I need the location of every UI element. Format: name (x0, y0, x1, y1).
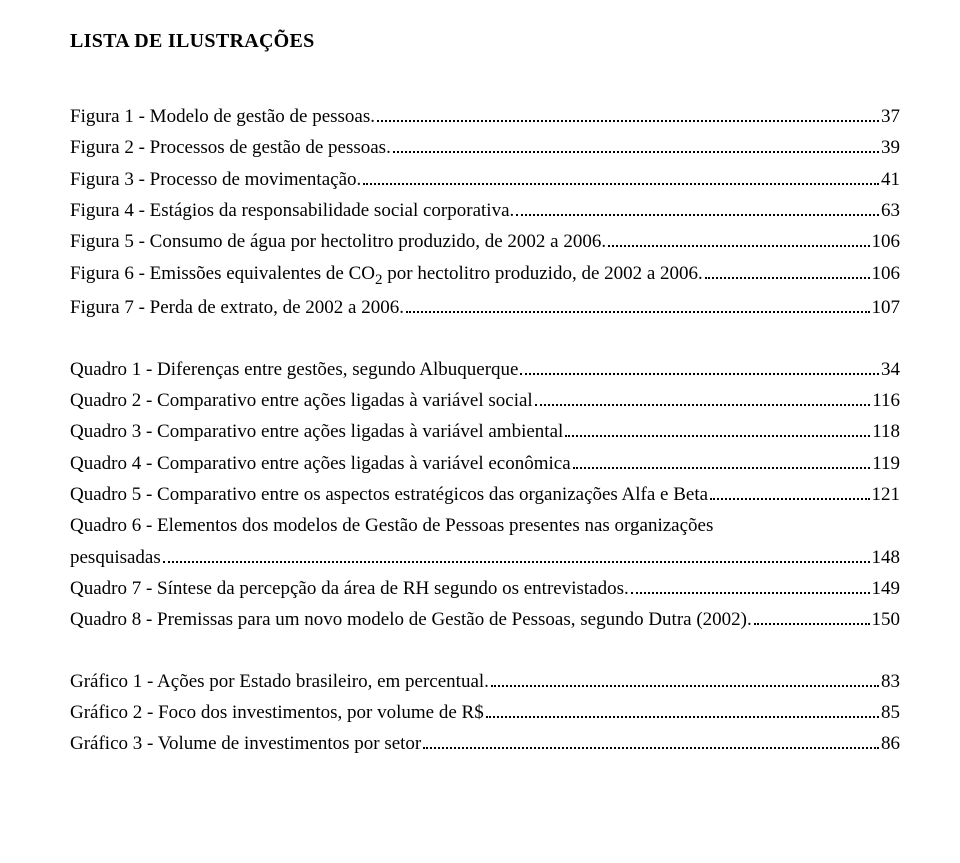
leader-dots (423, 747, 879, 749)
toc-label: Quadro 8 - Premissas para um novo modelo… (70, 604, 752, 635)
toc-page: 83 (881, 666, 900, 697)
toc-label: Gráfico 1 - Ações por Estado brasileiro,… (70, 666, 489, 697)
leader-dots (754, 623, 870, 625)
toc-label: Quadro 3 - Comparativo entre ações ligad… (70, 416, 563, 447)
toc-label-line1: Quadro 6 - Elementos dos modelos de Gest… (70, 510, 900, 541)
leader-dots (520, 373, 879, 375)
toc-entry: Gráfico 1 - Ações por Estado brasileiro,… (70, 666, 900, 697)
toc-entry: Quadro 3 - Comparativo entre ações ligad… (70, 416, 900, 447)
toc-label: Quadro 7 - Síntese da percepção da área … (70, 573, 629, 604)
toc-page: 119 (872, 448, 900, 479)
toc-entry: Figura 6 - Emissões equivalentes de CO2 … (70, 258, 900, 293)
toc-entry: Quadro 1 - Diferenças entre gestões, seg… (70, 354, 900, 385)
section-gap (70, 324, 900, 354)
toc-entry: Figura 7 - Perda de extrato, de 2002 a 2… (70, 292, 900, 323)
toc-label: Figura 6 - Emissões equivalentes de CO2 … (70, 258, 703, 293)
toc-page: 106 (872, 226, 901, 257)
leader-dots (363, 183, 879, 185)
toc-page: 118 (872, 416, 900, 447)
toc-page: 39 (881, 132, 900, 163)
toc-page: 85 (881, 697, 900, 728)
toc-entry: Quadro 2 - Comparativo entre ações ligad… (70, 385, 900, 416)
toc-page: 116 (872, 385, 900, 416)
toc-page: 34 (881, 354, 900, 385)
leader-dots (516, 214, 879, 216)
toc-entry: Quadro 5 - Comparativo entre os aspectos… (70, 479, 900, 510)
leader-dots (535, 404, 871, 406)
toc-label: Figura 1 - Modelo de gestão de pessoas. (70, 101, 375, 132)
toc-label: Quadro 4 - Comparativo entre ações ligad… (70, 448, 571, 479)
leader-dots (631, 592, 870, 594)
page-container: LISTA DE ILUSTRAÇÕES Figura 1 - Modelo d… (0, 0, 960, 790)
toc-page: 106 (872, 258, 901, 289)
leader-dots (406, 311, 870, 313)
leader-dots (608, 245, 869, 247)
toc-page: 63 (881, 195, 900, 226)
leader-dots (565, 435, 870, 437)
toc-page: 148 (872, 542, 901, 573)
toc-page: 86 (881, 728, 900, 759)
leader-dots (163, 561, 870, 563)
leader-dots (705, 277, 870, 279)
leader-dots (710, 498, 869, 500)
toc-entry: Figura 5 - Consumo de água por hectolitr… (70, 226, 900, 257)
toc-label: Quadro 5 - Comparativo entre os aspectos… (70, 479, 708, 510)
toc-entry: Figura 3 - Processo de movimentação. 41 (70, 164, 900, 195)
toc-label-line2: pesquisadas (70, 542, 161, 573)
toc-entry: Figura 4 - Estágios da responsabilidade … (70, 195, 900, 226)
toc-entry: Quadro 4 - Comparativo entre ações ligad… (70, 448, 900, 479)
toc-page: 149 (872, 573, 901, 604)
leader-dots (573, 467, 871, 469)
toc-page: 41 (881, 164, 900, 195)
toc-entry: Quadro 7 - Síntese da percepção da área … (70, 573, 900, 604)
toc-entry: Figura 1 - Modelo de gestão de pessoas. … (70, 101, 900, 132)
toc-entry: Figura 2 - Processos de gestão de pessoa… (70, 132, 900, 163)
toc-entry: Quadro 8 - Premissas para um novo modelo… (70, 604, 900, 635)
leader-dots (377, 120, 879, 122)
toc-label: Gráfico 2 - Foco dos investimentos, por … (70, 697, 484, 728)
toc-entry: Gráfico 3 - Volume de investimentos por … (70, 728, 900, 759)
toc-label: Quadro 2 - Comparativo entre ações ligad… (70, 385, 533, 416)
toc-label: Figura 5 - Consumo de água por hectolitr… (70, 226, 606, 257)
toc-label: Figura 4 - Estágios da responsabilidade … (70, 195, 514, 226)
leader-dots (393, 151, 879, 153)
toc-label: Figura 7 - Perda de extrato, de 2002 a 2… (70, 292, 404, 323)
leader-dots (486, 716, 879, 718)
toc-label: Gráfico 3 - Volume de investimentos por … (70, 728, 421, 759)
toc-page: 150 (872, 604, 901, 635)
page-title: LISTA DE ILUSTRAÇÕES (70, 30, 900, 53)
toc-label: Figura 3 - Processo de movimentação. (70, 164, 361, 195)
toc-page: 37 (881, 101, 900, 132)
toc-page: 121 (872, 479, 901, 510)
graficos-section: Gráfico 1 - Ações por Estado brasileiro,… (70, 666, 900, 760)
figuras-section: Figura 1 - Modelo de gestão de pessoas. … (70, 101, 900, 324)
toc-label: Quadro 1 - Diferenças entre gestões, seg… (70, 354, 518, 385)
quadros-section: Quadro 1 - Diferenças entre gestões, seg… (70, 354, 900, 636)
toc-page: 107 (872, 292, 901, 323)
toc-entry-wrapped: Quadro 6 - Elementos dos modelos de Gest… (70, 510, 900, 573)
leader-dots (491, 685, 879, 687)
toc-label: Figura 2 - Processos de gestão de pessoa… (70, 132, 391, 163)
toc-entry: Gráfico 2 - Foco dos investimentos, por … (70, 697, 900, 728)
section-gap (70, 636, 900, 666)
subscript: 2 (375, 272, 383, 288)
